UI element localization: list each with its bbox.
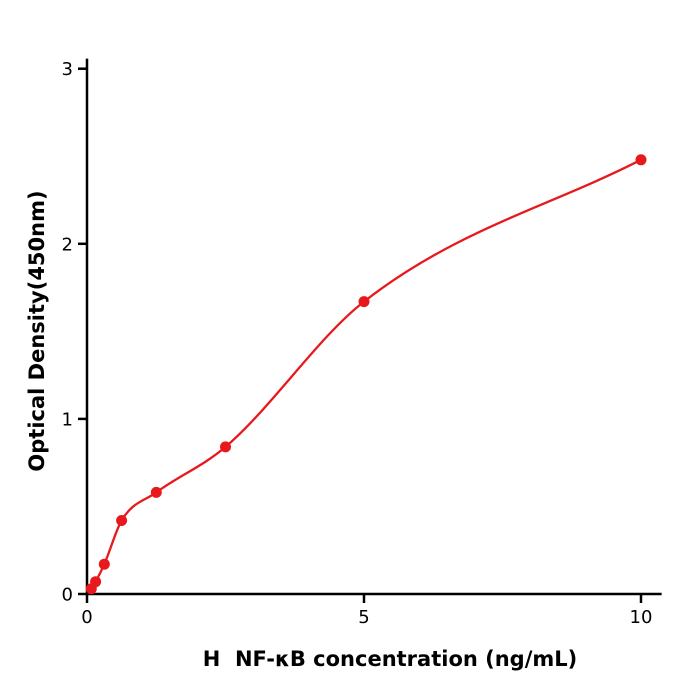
ticks-layer: 0 5 10 0 1 2 3 [62,59,653,628]
x-tick-label: 5 [358,607,369,628]
data-point [116,515,128,526]
data-point [220,441,231,453]
data-points-layer [85,154,647,595]
data-point [358,296,370,308]
data-point [635,154,647,166]
y-axis-label: Optical Density(450nm) [25,190,49,471]
y-tick-label: 3 [62,59,73,80]
y-tick-label: 0 [62,585,73,606]
x-axis-label: H NF-κB concentration (ng/mL) [203,647,578,671]
y-tick-label: 2 [62,234,73,255]
x-tick-label: 10 [630,607,653,628]
axes-layer [85,58,662,596]
axis-spines [85,58,662,596]
data-point [90,576,102,588]
data-point [98,558,110,570]
fit-curve [90,158,643,590]
fit-curve-layer [90,158,643,590]
data-point [150,486,162,498]
x-tick-label: 0 [81,607,92,628]
y-tick-label: 1 [62,409,73,430]
